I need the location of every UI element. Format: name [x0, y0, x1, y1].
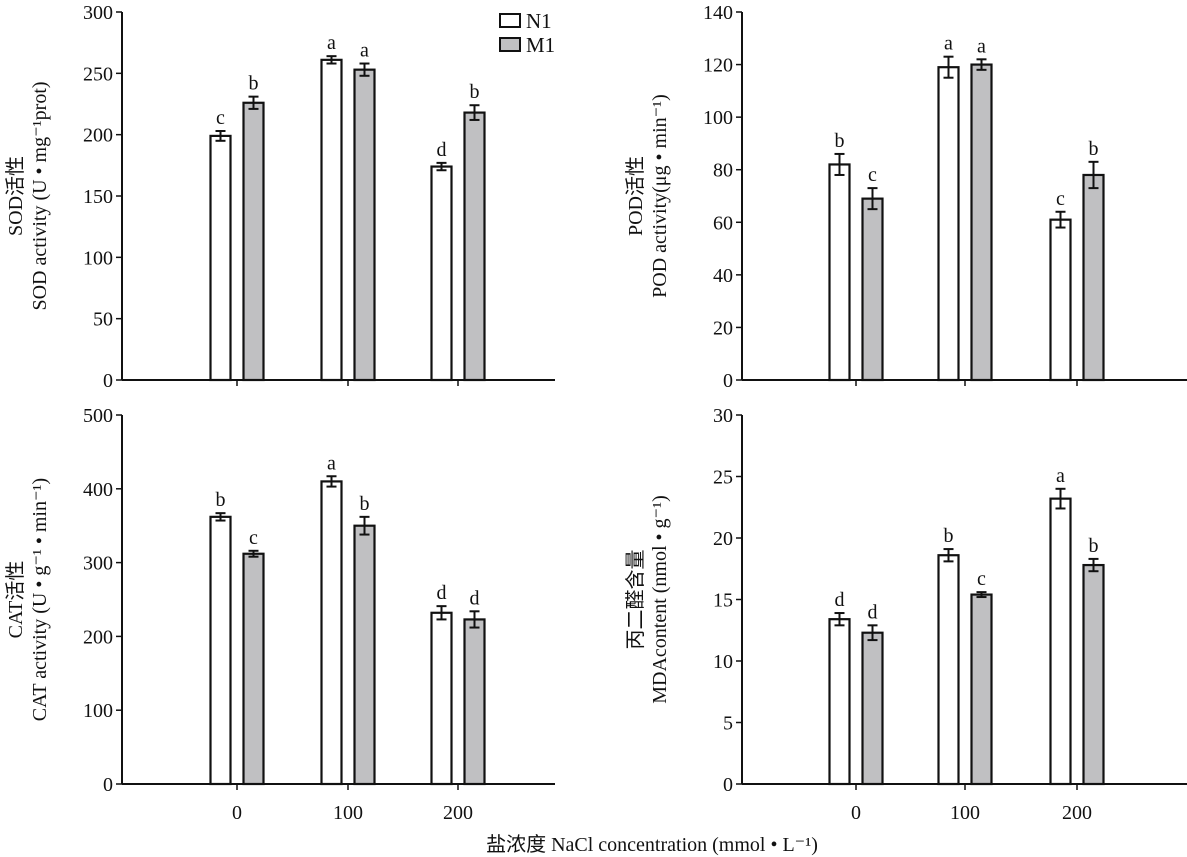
sod-significance-letter: d	[437, 139, 447, 161]
mda-x-tick-label: 100	[950, 802, 980, 824]
pod-y-tick-label: 140	[703, 2, 733, 24]
pod-y-tick-label: 0	[723, 370, 733, 392]
cat-significance-letter: a	[327, 452, 336, 474]
legend-swatch-m1	[499, 37, 521, 52]
mda-significance-letter: b	[944, 525, 954, 547]
pod-bar-n1	[1049, 218, 1072, 382]
sod-y-tick-label: 300	[83, 2, 113, 24]
sod-bar-m1	[353, 68, 376, 382]
cat-significance-letter: d	[437, 582, 447, 604]
sod-significance-letter: b	[249, 73, 259, 95]
pod-bar-m1	[1082, 173, 1105, 382]
legend-label: N1	[526, 9, 552, 33]
cat-bar-m1	[463, 618, 486, 786]
cat-y-tick-label: 300	[83, 553, 113, 575]
cat-y-axis-title: CAT activity (U • g⁻¹ • min⁻¹)	[29, 478, 51, 721]
pod-significance-letter: b	[1089, 138, 1099, 160]
sod-bar-n1	[320, 58, 343, 382]
mda-y-tick-label: 0	[723, 774, 733, 796]
cat-y-axis-title-cn: CAT活性	[4, 561, 27, 639]
sod-bar-n1	[209, 134, 232, 382]
cat-x-tick-label: 100	[333, 802, 363, 824]
pod-y-tick-label: 40	[713, 265, 733, 287]
cat-y-tick-label: 500	[83, 405, 113, 427]
legend-label: M1	[526, 33, 555, 57]
cat-significance-letter: c	[249, 527, 258, 549]
mda-y-tick-label: 15	[713, 590, 733, 612]
sod-y-tick-label: 0	[103, 370, 113, 392]
pod-significance-letter: c	[1056, 188, 1065, 210]
mda-x-tick-label: 0	[851, 802, 861, 824]
mda-y-axis-title-cn: 丙二醛含量	[624, 550, 647, 650]
sod-y-axis-title: SOD activity (U • mg⁻¹prot)	[29, 81, 51, 310]
cat-y-tick-label: 200	[83, 626, 113, 648]
sod-y-tick-label: 250	[83, 63, 113, 85]
sod-y-tick-label: 100	[83, 247, 113, 269]
cat-significance-letter: b	[216, 489, 226, 511]
pod-bar-m1	[861, 197, 884, 382]
legend-swatch-n1	[499, 13, 521, 28]
mda-significance-letter: c	[977, 568, 986, 590]
mda-y-tick-label: 25	[713, 467, 733, 489]
mda-bar-n1	[828, 618, 851, 786]
pod-bar-m1	[970, 63, 993, 382]
sod-y-tick-label: 50	[93, 309, 113, 331]
sod-y-axis-title-cn: SOD活性	[4, 156, 27, 236]
mda-bar-m1	[861, 631, 884, 786]
mda-significance-letter: a	[1056, 465, 1065, 487]
pod-y-tick-label: 120	[703, 55, 733, 77]
mda-significance-letter: d	[835, 589, 845, 611]
cat-bar-n1	[320, 480, 343, 786]
pod-y-axis-title: POD activity(μg • min⁻¹)	[649, 94, 671, 298]
mda-bar-n1	[1049, 497, 1072, 786]
pod-bar-n1	[828, 163, 851, 382]
mda-y-tick-label: 5	[723, 713, 733, 735]
sod-bar-m1	[463, 111, 486, 382]
mda-y-tick-label: 30	[713, 405, 733, 427]
x-axis-title: 盐浓度 NaCl concentration (mmol • L⁻¹)	[486, 833, 818, 856]
pod-significance-letter: c	[868, 164, 877, 186]
sod-significance-letter: c	[216, 107, 225, 129]
pod-y-tick-label: 80	[713, 160, 733, 182]
mda-y-axis-title: MDAcontent (nmol • g⁻¹)	[649, 495, 671, 704]
mda-significance-letter: d	[868, 601, 878, 623]
cat-significance-letter: d	[470, 587, 480, 609]
pod-y-tick-label: 20	[713, 317, 733, 339]
sod-y-tick-label: 200	[83, 125, 113, 147]
sod-significance-letter: a	[360, 40, 369, 62]
mda-bar-n1	[937, 554, 960, 786]
sod-significance-letter: a	[327, 32, 336, 54]
pod-y-tick-label: 60	[713, 212, 733, 234]
cat-y-tick-label: 400	[83, 479, 113, 501]
pod-y-axis-title-cn: POD活性	[624, 156, 647, 236]
mda-x-tick-label: 200	[1062, 802, 1092, 824]
sod-significance-letter: b	[470, 81, 480, 103]
cat-x-tick-label: 0	[232, 802, 242, 824]
cat-significance-letter: b	[360, 493, 370, 515]
mda-significance-letter: b	[1089, 535, 1099, 557]
pod-significance-letter: b	[835, 130, 845, 152]
cat-x-tick-label: 200	[443, 802, 473, 824]
cat-y-tick-label: 0	[103, 774, 113, 796]
pod-significance-letter: a	[977, 35, 986, 57]
cat-bar-n1	[430, 611, 453, 786]
sod-y-tick-label: 150	[83, 186, 113, 208]
pod-significance-letter: a	[944, 33, 953, 55]
mda-bar-m1	[1082, 563, 1105, 786]
cat-bar-n1	[209, 515, 232, 786]
pod-y-tick-label: 100	[703, 107, 733, 129]
mda-y-tick-label: 10	[713, 651, 733, 673]
sod-bar-m1	[242, 101, 265, 382]
pod-bar-n1	[937, 66, 960, 382]
cat-bar-m1	[242, 552, 265, 786]
cat-y-tick-label: 100	[83, 700, 113, 722]
sod-bar-n1	[430, 165, 453, 382]
mda-bar-m1	[970, 593, 993, 786]
mda-y-tick-label: 20	[713, 528, 733, 550]
cat-bar-m1	[353, 524, 376, 786]
